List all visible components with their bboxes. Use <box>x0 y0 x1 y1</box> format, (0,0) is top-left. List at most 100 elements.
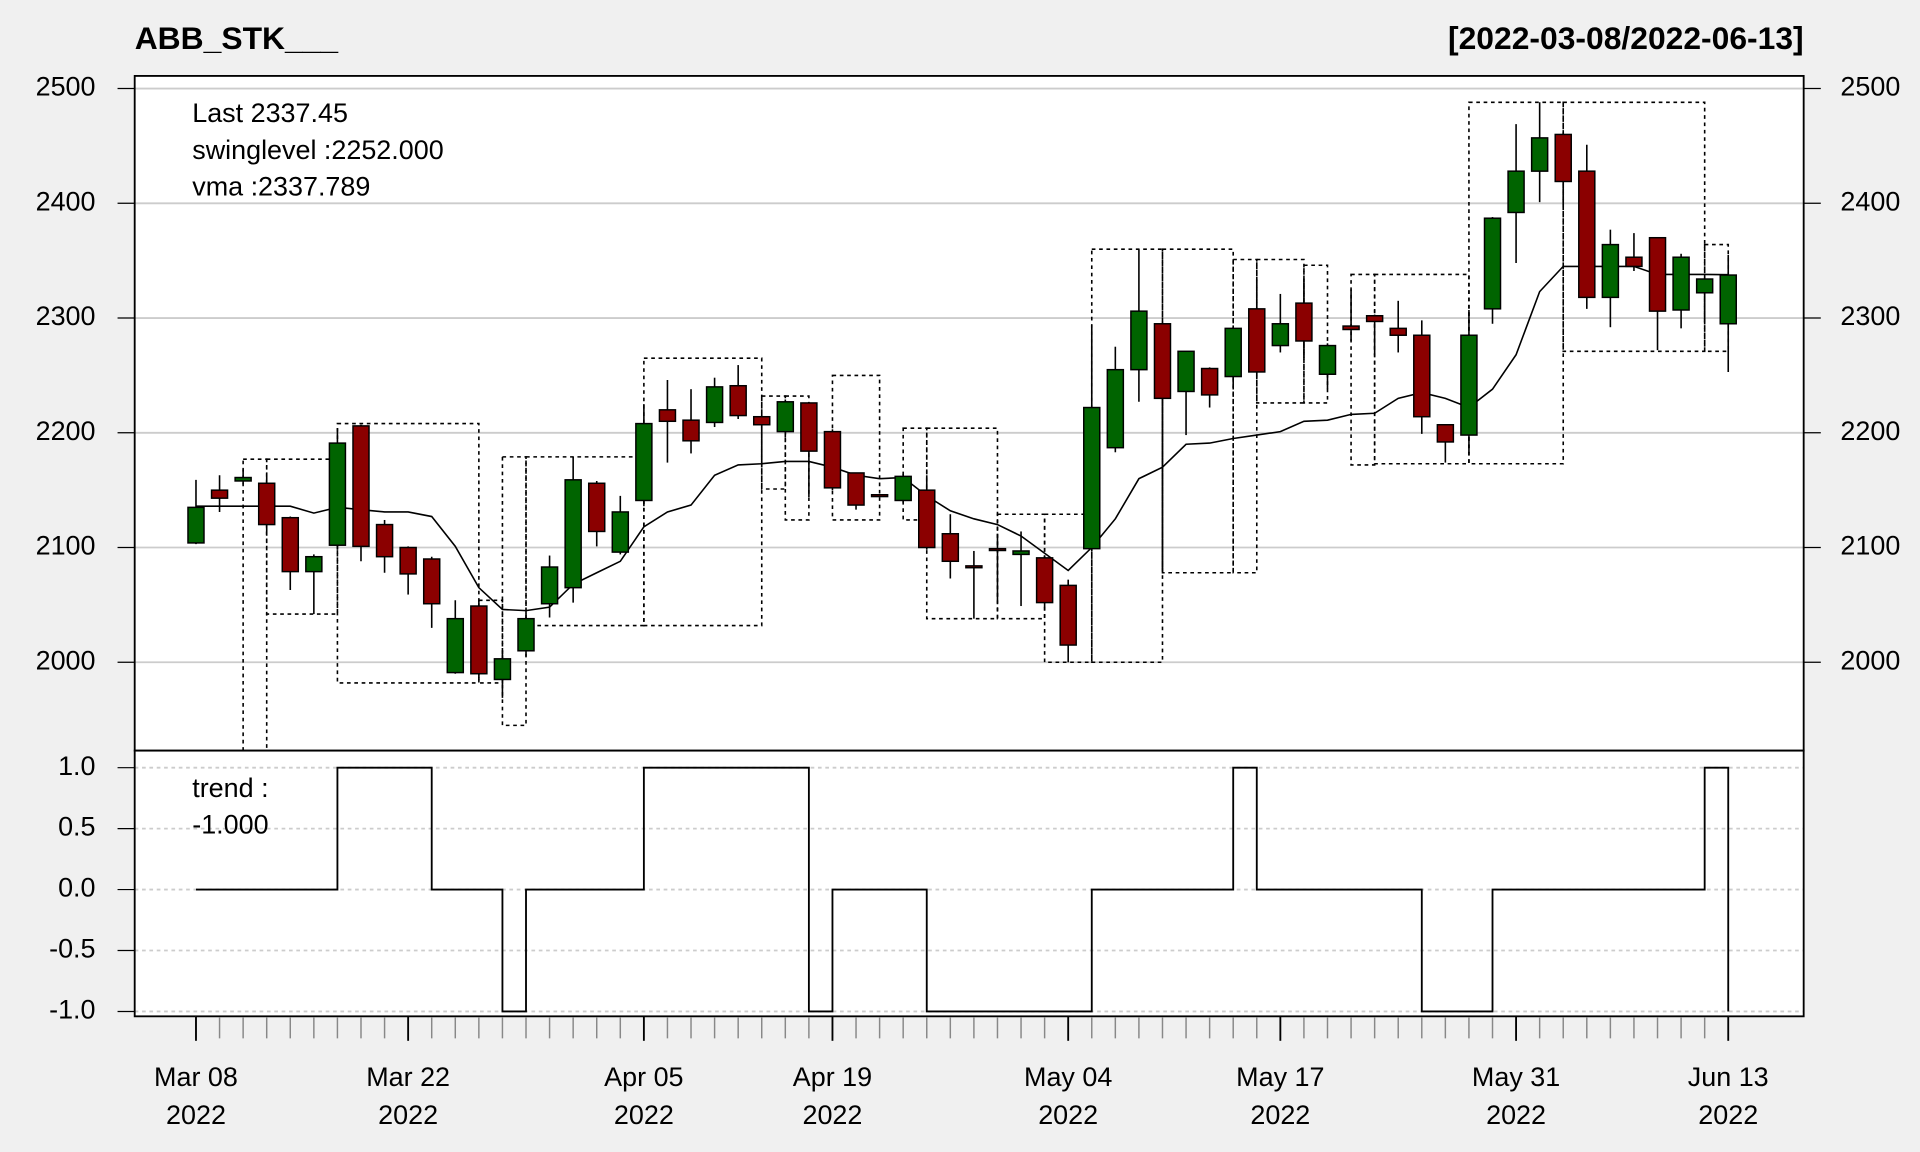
candle-body <box>1177 350 1195 393</box>
y-tick-label: 0.0 <box>58 873 95 903</box>
candle-body <box>870 493 889 498</box>
y-tick-label: 2000 <box>1840 645 1900 675</box>
candle-body <box>1342 325 1360 331</box>
y-tick-label: 2300 <box>1840 301 1900 331</box>
legend-text: swinglevel :2252.000 <box>192 135 443 165</box>
candle-body <box>540 566 559 605</box>
y-tick-label: 1.0 <box>58 751 95 781</box>
candle-body <box>1365 314 1384 323</box>
candle-body <box>564 479 582 589</box>
candle-body <box>210 489 229 499</box>
candle-body <box>493 658 512 681</box>
candle-body <box>1507 170 1525 214</box>
candle-body <box>1460 334 1478 436</box>
candle-body <box>752 415 771 426</box>
y-tick-label: -1.0 <box>49 995 95 1025</box>
swing-box <box>501 456 527 727</box>
candle-body <box>635 422 653 502</box>
y-tick-label: 2000 <box>36 645 96 675</box>
candle-body <box>1318 344 1337 375</box>
candle-body <box>352 425 370 548</box>
chart-title: ABB_STK___ <box>135 20 339 56</box>
candle-body <box>1059 584 1077 646</box>
candle-body <box>257 482 276 526</box>
trend-line <box>195 766 1730 1013</box>
candle-body <box>918 489 936 549</box>
y-tick-label: 2100 <box>1840 531 1900 561</box>
candle-body <box>399 546 417 575</box>
y-tick-label: 2400 <box>36 186 96 216</box>
candle-body <box>328 442 347 546</box>
y-tick-label: 0.5 <box>58 812 95 842</box>
swing-box <box>336 422 480 684</box>
date-range: [2022-03-08/2022-06-13] <box>1448 20 1804 56</box>
x-tick-label: May 31 2022 <box>1471 1061 1561 1131</box>
y-tick-label: -0.5 <box>49 934 95 964</box>
candle-body <box>305 555 323 573</box>
candle-body <box>1436 424 1455 443</box>
price-panel <box>134 75 1804 751</box>
swing-box <box>525 456 645 627</box>
y-tick-label: 2500 <box>36 72 96 102</box>
trend-label: -1.000 <box>192 810 268 840</box>
y-tick-label: 2200 <box>36 416 96 446</box>
candle-body <box>1601 243 1620 299</box>
trend-panel <box>134 750 1804 1017</box>
swing-box <box>1468 101 1565 465</box>
candle-body <box>1012 550 1030 556</box>
candle-body <box>1578 170 1596 299</box>
candle-body <box>1271 323 1290 347</box>
swing-box <box>1373 273 1470 465</box>
candle-body <box>988 547 1007 552</box>
y-tick-label: 2500 <box>1840 72 1900 102</box>
legend-text: vma :2337.789 <box>192 172 370 202</box>
candle-body <box>1130 310 1148 371</box>
y-tick-label: 2300 <box>36 301 96 331</box>
swing-box <box>1232 258 1258 574</box>
candle-body <box>1483 217 1502 310</box>
candle-body <box>234 476 252 482</box>
candle-body <box>682 419 700 442</box>
candle-body <box>1530 137 1549 172</box>
candle-body <box>1413 334 1431 418</box>
candle-body <box>587 482 606 533</box>
candle-body <box>187 506 205 544</box>
candle-body <box>1035 557 1054 604</box>
candle-body <box>470 605 488 675</box>
candle-body <box>1106 368 1125 449</box>
candle-body <box>1224 327 1242 378</box>
y-tick-label: 2400 <box>1840 186 1900 216</box>
candle-body <box>823 430 842 489</box>
candle-body <box>1554 133 1572 183</box>
candle-body <box>965 565 983 569</box>
candle-body <box>1200 367 1219 396</box>
candle-body <box>1719 274 1737 325</box>
candle-body <box>375 523 394 558</box>
y-tick-label: 2100 <box>36 531 96 561</box>
candle-body <box>847 472 865 506</box>
swing-box <box>1562 101 1706 353</box>
candle-body <box>776 401 795 433</box>
swing-box <box>643 357 763 627</box>
x-tick-label: Mar 08 2022 <box>154 1061 238 1131</box>
x-tick-label: Apr 05 2022 <box>604 1061 684 1131</box>
candle-body <box>1672 256 1690 311</box>
candle-body <box>1695 278 1714 294</box>
candle-body <box>894 475 912 502</box>
candle-body <box>1389 327 1407 336</box>
candle-body <box>729 384 747 417</box>
candle-body <box>611 511 630 553</box>
x-tick-label: May 17 2022 <box>1236 1061 1325 1131</box>
candle-body <box>1153 323 1172 400</box>
candle-body <box>1295 302 1313 342</box>
candle-body <box>1248 308 1266 373</box>
candle-body <box>1648 236 1667 312</box>
y-tick-label: 2200 <box>1840 416 1900 446</box>
x-tick-label: Mar 22 2022 <box>366 1061 451 1131</box>
candle-body <box>517 617 535 652</box>
candle-body <box>705 386 724 424</box>
candle-body <box>941 533 960 563</box>
candle-body <box>800 402 818 452</box>
candle-body <box>281 516 300 573</box>
